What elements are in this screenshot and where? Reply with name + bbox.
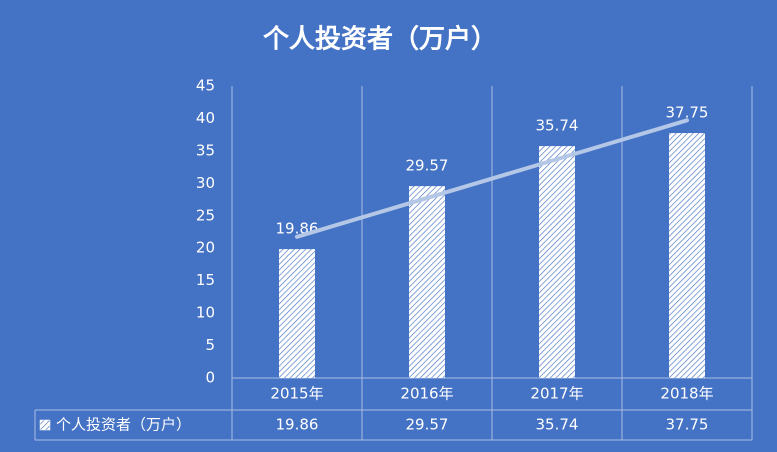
table-value: 37.75 [666,416,709,434]
bar [409,186,445,378]
y-tick-label: 5 [205,336,215,354]
table-value: 19.86 [276,416,319,434]
y-tick-label: 0 [205,369,215,387]
data-label: 35.74 [536,117,579,135]
data-label: 37.75 [666,104,709,122]
table-value: 35.74 [536,416,579,434]
trend-line [295,118,689,239]
bar [279,249,315,378]
x-tick-label: 2016年 [400,385,453,403]
legend-label: 个人投资者（万户） [56,416,191,434]
bar [539,146,575,378]
bar [669,133,705,378]
y-tick-label: 40 [196,109,215,127]
y-tick-label: 20 [196,239,215,257]
y-tick-label: 45 [196,77,215,95]
y-tick-label: 10 [196,304,215,322]
legend-swatch [39,419,51,431]
y-tick-label: 35 [196,141,215,159]
x-tick-label: 2017年 [530,385,583,403]
table-value: 29.57 [406,416,449,434]
data-label: 29.57 [406,157,449,175]
y-tick-label: 15 [196,271,215,289]
x-tick-label: 2018年 [660,385,713,403]
y-tick-label: 25 [196,206,215,224]
x-tick-label: 2015年 [270,385,323,403]
chart-title: 个人投资者（万户） [263,24,497,55]
y-tick-label: 30 [196,174,215,192]
